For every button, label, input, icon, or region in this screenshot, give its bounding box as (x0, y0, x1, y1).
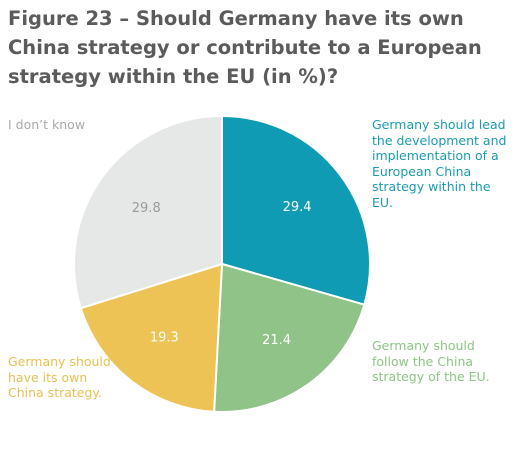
pie-slices (73, 114, 372, 413)
pie-value-own-strategy: 19.3 (150, 331, 179, 346)
pie-slice-dont-know (73, 114, 223, 310)
slice-label-lead-eu-strategy: Germany should lead the development and … (372, 117, 507, 210)
slice-label-own-strategy: Germany should have its own China strate… (8, 354, 111, 400)
pie-value-follow-eu-strategy: 21.4 (262, 333, 291, 348)
slice-label-follow-eu-strategy: Germany should follow the China strategy… (372, 338, 490, 384)
pie-value-dont-know: 29.8 (132, 201, 161, 216)
chart-title: Figure 23 – Should Germany have its own … (8, 7, 482, 88)
pie-value-labels: 29.4 21.4 19.3 29.8 (132, 200, 312, 348)
pie-slice-follow-eu-strategy (213, 262, 366, 413)
pie-slice-own-strategy (79, 262, 224, 413)
pie-value-lead-eu-strategy: 29.4 (283, 200, 312, 215)
slice-label-dont-know: I don’t know (8, 117, 86, 132)
pie-slice-lead-eu-strategy (221, 114, 372, 306)
